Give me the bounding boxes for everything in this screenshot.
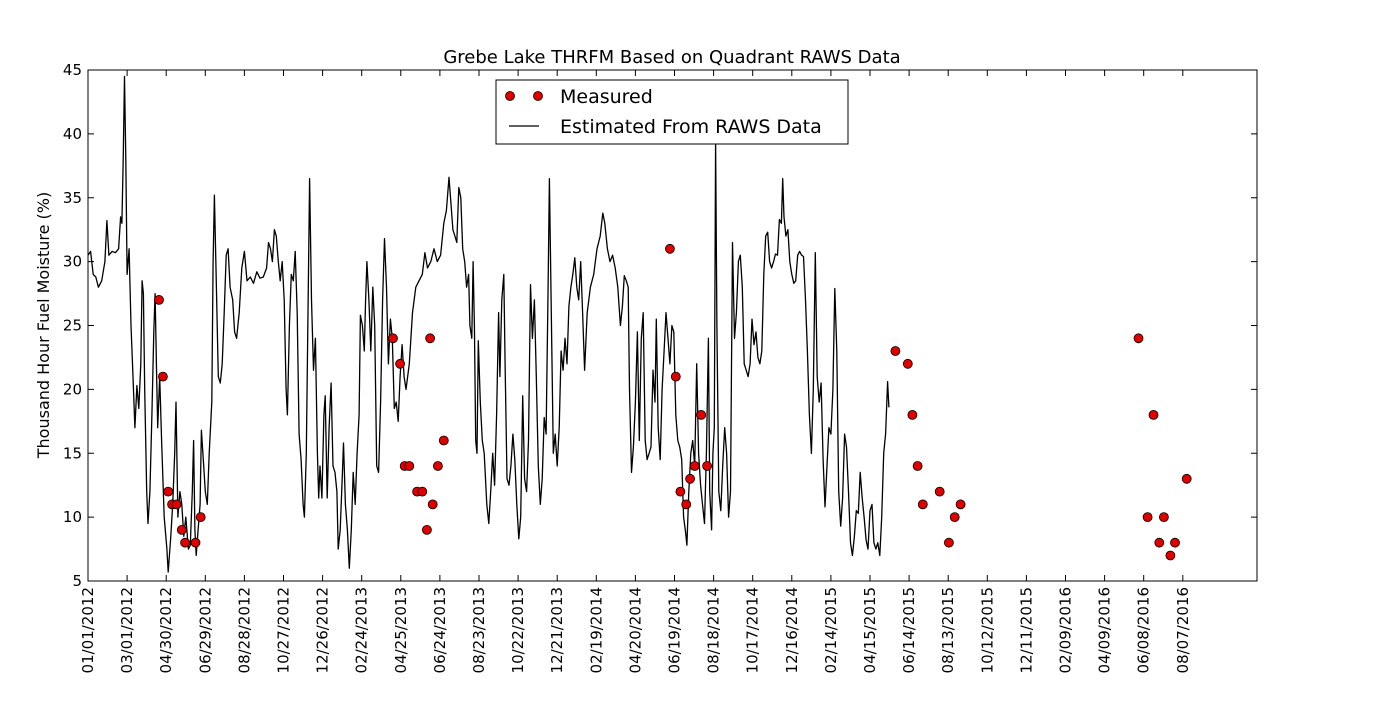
axis-ticks: 5 10 15 20 25 30 35 40 45 01/01/2012 03/01/2012 04/… bbox=[63, 61, 1257, 673]
y-tick-label: 15 bbox=[63, 444, 82, 462]
x-tick-label: 06/14/2015 bbox=[900, 587, 918, 673]
measured-point bbox=[421, 525, 432, 535]
x-tick-label: 08/23/2013 bbox=[470, 587, 488, 673]
series-line-estimated bbox=[87, 75, 890, 573]
measured-point bbox=[1181, 473, 1192, 484]
measured-point bbox=[417, 486, 428, 497]
x-tick-label: 10/12/2015 bbox=[978, 587, 996, 673]
measured-point bbox=[907, 409, 918, 420]
y-tick-label: 45 bbox=[63, 61, 82, 79]
legend-box bbox=[495, 79, 849, 145]
measured-point bbox=[917, 499, 928, 510]
measured-point bbox=[1159, 512, 1169, 522]
measured-point bbox=[171, 499, 182, 510]
line-series bbox=[87, 75, 890, 573]
measured-point bbox=[395, 358, 406, 369]
x-tick-label: 02/14/2015 bbox=[822, 587, 840, 673]
measured-point bbox=[180, 537, 191, 548]
measured-point bbox=[1133, 333, 1144, 344]
measured-point bbox=[890, 346, 901, 356]
x-tick-label: 03/01/2012 bbox=[118, 587, 136, 673]
x-tick-label: 08/13/2015 bbox=[939, 587, 957, 673]
x-tick-label: 12/16/2014 bbox=[783, 587, 801, 673]
measured-point bbox=[425, 333, 436, 344]
scatter-series bbox=[154, 243, 1192, 561]
x-tick-label: 04/15/2015 bbox=[861, 587, 879, 673]
x-tick-label: 02/09/2016 bbox=[1057, 587, 1075, 673]
measured-point bbox=[955, 499, 966, 510]
x-tick-label: 01/01/2012 bbox=[79, 587, 97, 673]
measured-point bbox=[154, 294, 164, 305]
measured-point bbox=[432, 461, 443, 471]
x-tick-label: 10/22/2013 bbox=[509, 587, 527, 673]
y-tick-label: 10 bbox=[63, 508, 82, 526]
measured-point bbox=[190, 537, 201, 548]
x-tick-label: 06/19/2014 bbox=[666, 587, 684, 673]
measured-point bbox=[670, 371, 681, 382]
x-tick-label: 04/20/2014 bbox=[626, 587, 644, 673]
x-tick-label: 06/24/2013 bbox=[431, 587, 449, 673]
legend-marker-measured bbox=[533, 91, 543, 101]
y-tick-label: 25 bbox=[63, 317, 82, 335]
x-tick-label: 12/26/2012 bbox=[314, 587, 332, 673]
legend: Measured Estimated From RAWS Data bbox=[495, 79, 849, 145]
measured-point bbox=[696, 409, 707, 420]
x-tick-label: 10/17/2014 bbox=[744, 587, 762, 673]
measured-point bbox=[689, 461, 700, 471]
y-tick-label: 20 bbox=[63, 380, 82, 398]
measured-point bbox=[685, 473, 695, 484]
measured-point bbox=[681, 499, 692, 510]
legend-label-measured: Measured bbox=[560, 86, 653, 108]
y-tick-label: 40 bbox=[63, 125, 82, 143]
x-tick-label: 04/30/2012 bbox=[157, 587, 175, 673]
legend-label-estimated: Estimated From RAWS Data bbox=[560, 116, 822, 138]
measured-point bbox=[1154, 537, 1165, 548]
x-tick-label: 02/24/2013 bbox=[353, 587, 371, 673]
measured-point bbox=[427, 499, 438, 510]
x-tick-label: 12/21/2013 bbox=[548, 587, 566, 673]
y-tick-label: 5 bbox=[72, 572, 82, 590]
measured-point bbox=[176, 525, 187, 535]
measured-point bbox=[438, 435, 449, 446]
legend-marker-measured bbox=[505, 91, 515, 101]
x-tick-label: 04/09/2016 bbox=[1096, 587, 1114, 673]
x-tick-label: 02/19/2014 bbox=[587, 587, 605, 673]
x-tick-label: 10/27/2012 bbox=[275, 587, 293, 673]
measured-point bbox=[934, 486, 945, 497]
x-tick-label: 08/07/2016 bbox=[1174, 587, 1192, 673]
x-tick-label: 04/25/2013 bbox=[392, 587, 410, 673]
x-tick-label: 08/18/2014 bbox=[705, 587, 723, 673]
measured-point bbox=[1142, 512, 1153, 522]
measured-point bbox=[1170, 537, 1180, 548]
chart-title: Grebe Lake THRFM Based on Quadrant RAWS … bbox=[443, 47, 900, 68]
measured-point bbox=[1165, 550, 1176, 561]
measured-point bbox=[902, 358, 913, 369]
measured-point bbox=[675, 486, 686, 497]
measured-point bbox=[665, 243, 675, 254]
x-tick-label: 06/29/2012 bbox=[196, 587, 214, 673]
y-tick-label: 30 bbox=[63, 253, 82, 271]
measured-point bbox=[195, 512, 206, 522]
x-tick-label: 06/08/2016 bbox=[1135, 587, 1153, 673]
measured-point bbox=[157, 371, 168, 382]
measured-point bbox=[702, 461, 712, 471]
measured-point bbox=[388, 333, 398, 344]
measured-point bbox=[404, 461, 415, 471]
measured-point bbox=[912, 461, 923, 471]
y-tick-label: 35 bbox=[63, 189, 82, 207]
measured-point bbox=[949, 512, 960, 522]
y-axis-label: Thousand Hour Fuel Moisture (%) bbox=[34, 192, 53, 459]
x-tick-label: 12/11/2015 bbox=[1017, 587, 1035, 673]
x-tick-label: 08/28/2012 bbox=[235, 587, 253, 673]
measured-point bbox=[944, 537, 954, 548]
measured-point bbox=[1148, 409, 1159, 420]
measured-point bbox=[163, 486, 174, 497]
